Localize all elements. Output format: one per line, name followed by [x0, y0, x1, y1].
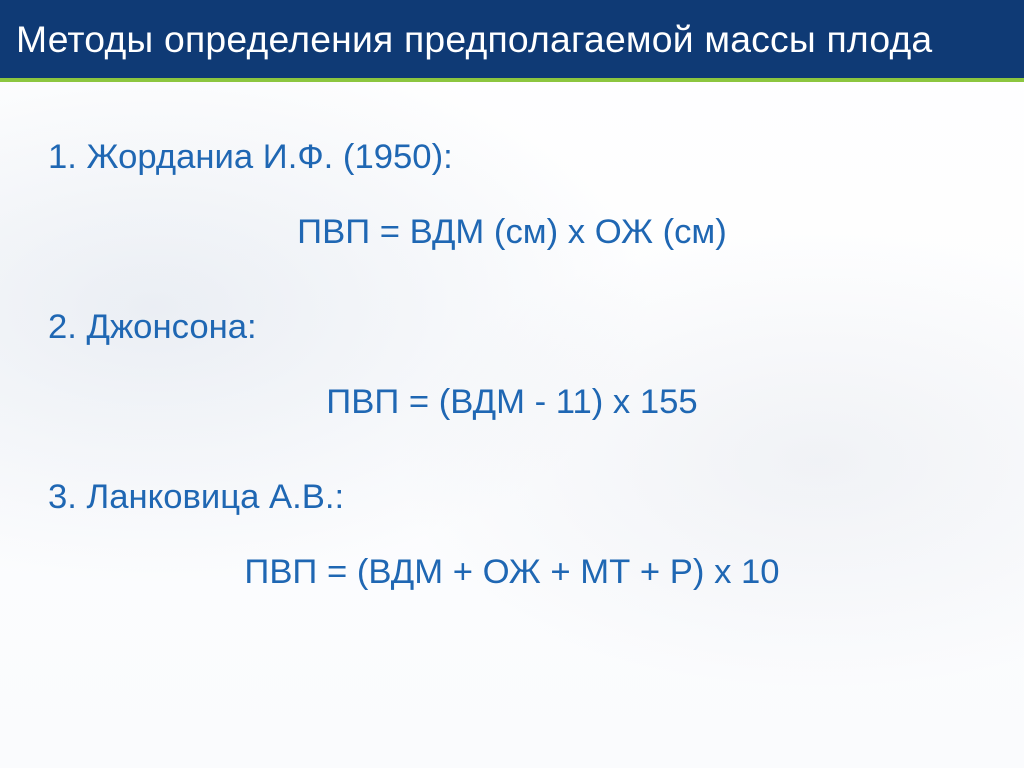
method-formula: ПВП = (ВДМ + ОЖ + МТ + Р) х 10 [48, 553, 976, 592]
method-label: 3. Ланковица А.В.: [48, 478, 976, 517]
method-label: 2. Джонсона: [48, 308, 976, 347]
method-block: 1. Жорданиа И.Ф. (1950): ПВП = ВДМ (см) … [48, 138, 976, 252]
method-formula: ПВП = (ВДМ - 11) х 155 [48, 383, 976, 422]
method-label: 1. Жорданиа И.Ф. (1950): [48, 138, 976, 177]
accent-line [0, 78, 1024, 82]
slide-title: Методы определения предполагаемой массы … [16, 18, 932, 61]
method-block: 3. Ланковица А.В.: ПВП = (ВДМ + ОЖ + МТ … [48, 478, 976, 592]
slide-header: Методы определения предполагаемой массы … [0, 0, 1024, 78]
slide-body: 1. Жорданиа И.Ф. (1950): ПВП = ВДМ (см) … [0, 82, 1024, 592]
method-block: 2. Джонсона: ПВП = (ВДМ - 11) х 155 [48, 308, 976, 422]
method-formula: ПВП = ВДМ (см) х ОЖ (см) [48, 213, 976, 252]
